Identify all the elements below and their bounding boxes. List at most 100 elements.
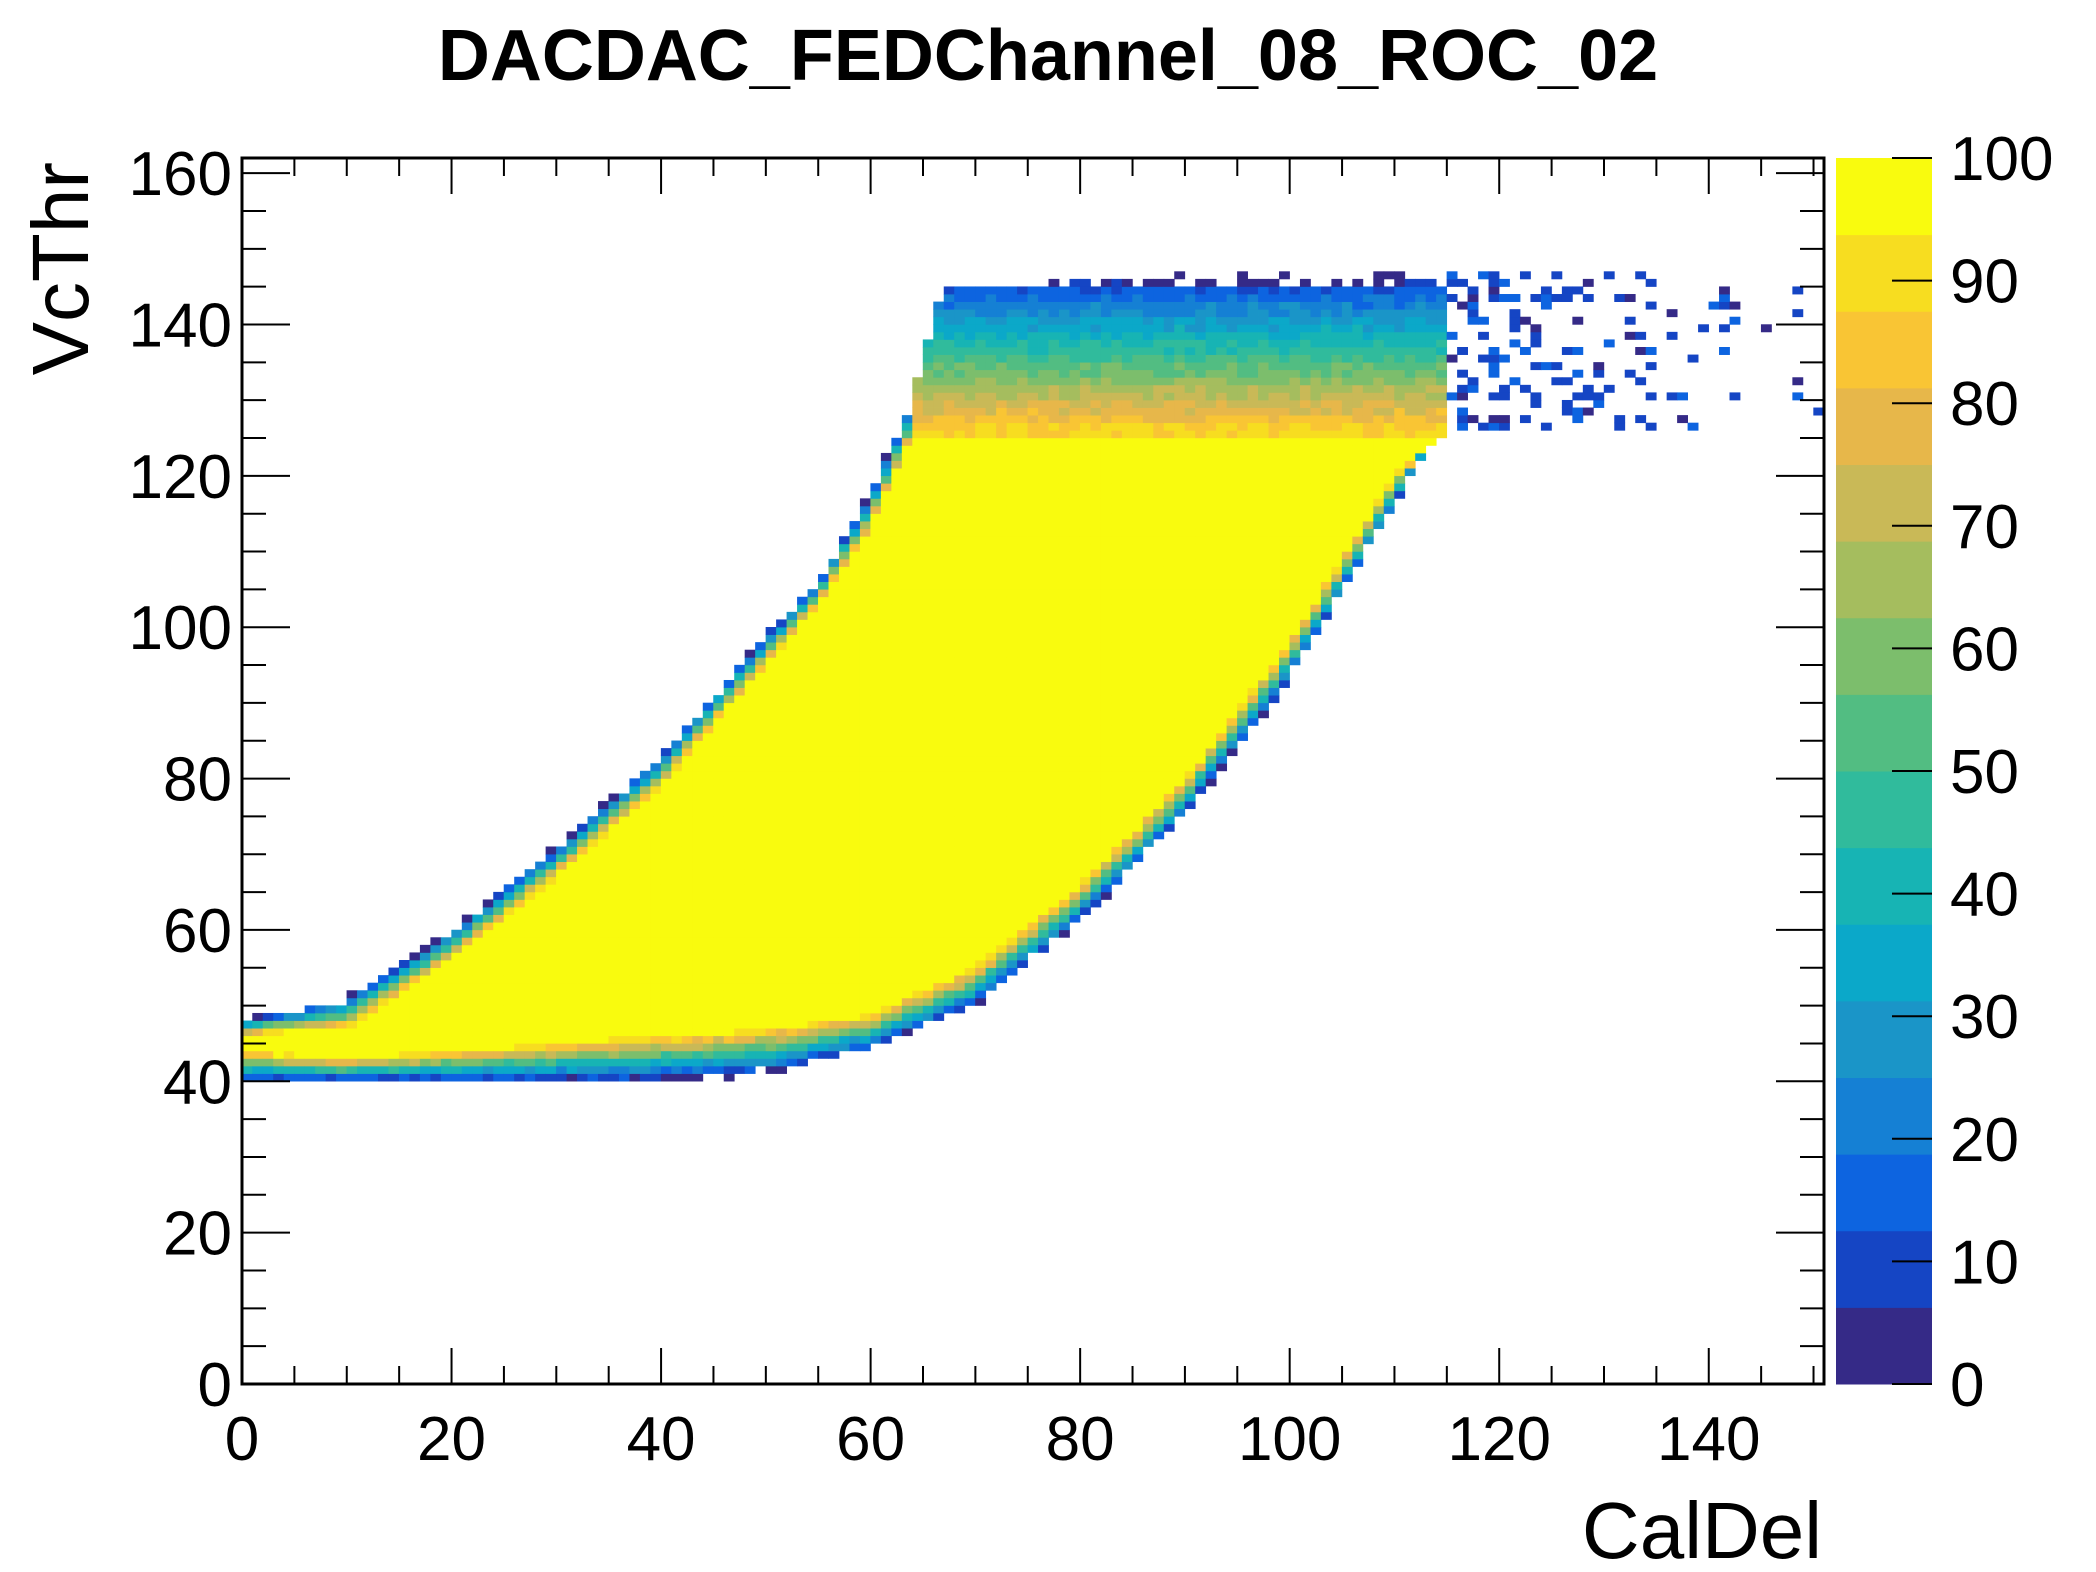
heatmap-cell (912, 808, 924, 817)
heatmap-cell (996, 869, 1008, 878)
heatmap-cell (1079, 861, 1091, 870)
heatmap-cell (681, 975, 693, 984)
heatmap-cell (1048, 422, 1060, 431)
heatmap-cell (587, 831, 599, 840)
heatmap-cell (964, 634, 976, 643)
heatmap-cell (964, 369, 976, 378)
heatmap-cell (702, 763, 714, 772)
heatmap-cell (943, 672, 955, 681)
heatmap-cell (985, 407, 997, 416)
heatmap-cell (1058, 778, 1070, 787)
heatmap-cell (734, 1058, 746, 1067)
heatmap-cell (451, 1073, 463, 1082)
heatmap-cell (818, 763, 829, 772)
heatmap-cell (1048, 407, 1060, 416)
heatmap-cell (985, 967, 997, 976)
heatmap-cell (692, 785, 704, 794)
heatmap-cell (1038, 309, 1049, 318)
heatmap-cell (1038, 369, 1049, 378)
heatmap-cell (1069, 574, 1081, 582)
heatmap-cell (1153, 316, 1165, 325)
heatmap-cell (797, 823, 808, 832)
heatmap-cell (1069, 536, 1081, 545)
heatmap-cell (723, 1012, 735, 1021)
heatmap-cell (545, 914, 557, 923)
heatmap-cell (954, 347, 966, 355)
heatmap-cell (849, 838, 861, 847)
heatmap-cell (1017, 392, 1028, 401)
heatmap-cell (744, 785, 756, 794)
heatmap-cell (598, 1043, 609, 1052)
heatmap-cell (922, 581, 934, 590)
heatmap-cell (367, 1035, 379, 1044)
heatmap-cell (786, 770, 798, 779)
heatmap-cell (472, 1012, 484, 1021)
heatmap-cell (933, 369, 945, 378)
heatmap-cell (336, 1050, 347, 1059)
heatmap-cell (430, 1005, 442, 1014)
heatmap-cell (891, 823, 903, 832)
heatmap-cell (964, 596, 976, 605)
heatmap-cell (828, 997, 840, 1006)
heatmap-cell (660, 1035, 672, 1044)
heatmap-cell (786, 838, 798, 847)
heatmap-cell (933, 581, 945, 590)
heatmap-cell (1184, 702, 1196, 711)
heatmap-cell (503, 1005, 515, 1014)
heatmap-cell (1048, 581, 1060, 590)
heatmap-cell (598, 914, 609, 923)
heatmap-cell (985, 316, 997, 325)
heatmap-cell (660, 778, 672, 787)
heatmap-cell (346, 1012, 358, 1021)
heatmap-cell (818, 1020, 829, 1029)
heatmap-cell (409, 967, 421, 976)
heatmap-cell (797, 869, 808, 878)
heatmap-cell (912, 740, 924, 749)
heatmap-cell (1142, 415, 1154, 424)
heatmap-cell (933, 377, 945, 386)
heatmap-cell (336, 1012, 347, 1021)
heatmap-cell (797, 649, 808, 658)
heatmap-cell (1017, 740, 1028, 749)
heatmap-cell (755, 725, 767, 734)
heatmap-cell (440, 937, 452, 946)
heatmap-cell (577, 1035, 588, 1044)
heatmap-cell (838, 997, 850, 1006)
heatmap-cell (252, 1043, 264, 1052)
heatmap-cell (1027, 384, 1039, 393)
heatmap-cell (660, 1058, 672, 1067)
heatmap-cell (734, 1043, 746, 1052)
heatmap-cell (765, 1065, 777, 1074)
heatmap-cell (786, 672, 798, 681)
heatmap-cell (556, 884, 567, 893)
heatmap-cell (1195, 339, 1207, 348)
heatmap-cell (818, 831, 829, 840)
heatmap-cell (1174, 294, 1186, 302)
heatmap-cell (1121, 543, 1133, 552)
heatmap-cell (440, 967, 452, 976)
heatmap-cell (1174, 604, 1186, 613)
heatmap-cell (388, 1050, 400, 1059)
heatmap-cell (922, 929, 934, 938)
heatmap-cell (964, 982, 976, 991)
heatmap-cell (346, 1058, 358, 1067)
heatmap-cell (797, 642, 808, 651)
heatmap-cell (1205, 778, 1217, 787)
heatmap-cell (713, 869, 725, 878)
heatmap-cell (1006, 914, 1018, 923)
heatmap-cell (660, 907, 672, 915)
heatmap-cell (1216, 294, 1228, 302)
heatmap-cell (639, 1035, 651, 1044)
heatmap-cell (1006, 937, 1018, 946)
heatmap-cell (1247, 551, 1259, 560)
heatmap-cell (1038, 611, 1049, 620)
heatmap-cell (734, 710, 746, 719)
heatmap-cell (975, 929, 987, 938)
heatmap-cell (1048, 695, 1060, 704)
heatmap-cell (660, 854, 672, 863)
heatmap-cell (587, 838, 599, 847)
heatmap-cell (996, 695, 1008, 704)
heatmap-cell (1006, 634, 1018, 643)
heatmap-cell (556, 929, 567, 938)
heatmap-cell (1163, 581, 1175, 590)
